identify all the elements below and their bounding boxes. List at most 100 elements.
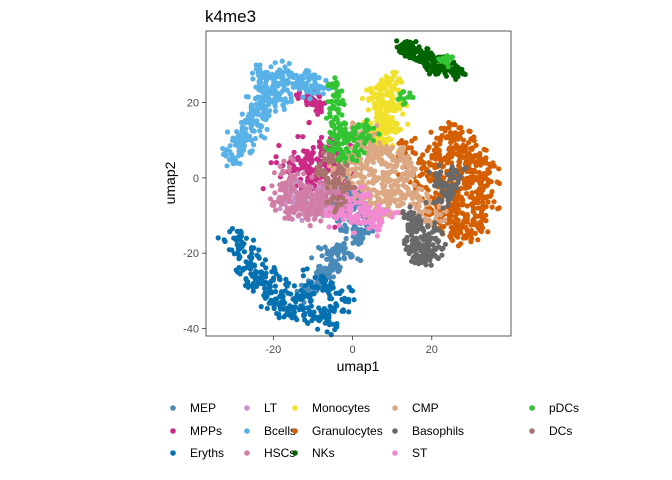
point-eryths <box>234 235 240 241</box>
point-eryths <box>302 283 308 289</box>
point-bcells <box>265 73 271 79</box>
point-hscs <box>275 198 281 204</box>
point-mpps <box>306 119 312 125</box>
point-pdcs <box>371 125 377 131</box>
point-mep <box>335 265 341 272</box>
point-cmp <box>374 189 380 195</box>
point-eryths <box>302 293 308 299</box>
point-bcells <box>239 111 245 117</box>
point-bcells <box>266 113 272 119</box>
point-cmp <box>397 197 403 203</box>
point-granulocytes <box>444 158 450 164</box>
point-basophils <box>457 173 463 179</box>
point-eryths <box>331 307 337 313</box>
point-bcells <box>277 67 283 73</box>
point-bcells <box>235 134 242 140</box>
point-st <box>352 191 358 197</box>
point-mep <box>327 266 333 272</box>
point-eryths <box>327 303 333 309</box>
legend-label: MEP <box>190 401 216 415</box>
point-eryths <box>280 295 286 301</box>
point-cmp <box>410 173 416 179</box>
point-eryths <box>351 297 357 303</box>
point-cmp <box>379 161 385 167</box>
point-bcells <box>268 64 274 70</box>
point-eryths <box>328 332 334 338</box>
point-cmp <box>395 189 401 195</box>
point-eryths <box>221 237 227 243</box>
point-granulocytes <box>466 161 472 167</box>
point-pdcs <box>341 120 347 126</box>
point-mep <box>336 256 342 262</box>
point-pdcs <box>338 153 344 159</box>
point-bcells <box>309 91 316 97</box>
legend-key <box>244 450 250 456</box>
point-bcells <box>264 93 270 99</box>
point-eryths <box>215 235 221 241</box>
point-hscs <box>277 194 283 200</box>
point-granulocytes <box>464 213 471 219</box>
y-axis-title: umap2 <box>162 161 178 204</box>
point-st <box>348 207 355 213</box>
point-cmp <box>384 144 390 150</box>
point-cmp <box>395 178 402 184</box>
point-dcs <box>324 185 331 191</box>
point-monocytes <box>383 139 389 145</box>
point-eryths <box>241 265 247 271</box>
point-mep <box>341 256 347 262</box>
point-basophils <box>442 241 448 247</box>
point-eryths <box>260 261 266 267</box>
point-eryths <box>314 284 320 290</box>
point-dcs <box>336 170 342 176</box>
point-hscs <box>289 189 295 195</box>
point-dcs <box>335 196 341 202</box>
point-bcells <box>283 78 289 84</box>
point-granulocytes <box>465 151 471 157</box>
point-granulocytes <box>471 153 477 160</box>
legend-key <box>292 405 298 411</box>
point-granulocytes <box>475 223 481 229</box>
point-basophils <box>448 196 454 202</box>
point-bcells <box>271 91 278 97</box>
point-eryths <box>267 284 273 290</box>
point-eryths <box>326 285 332 291</box>
point-monocytes <box>383 85 389 91</box>
point-hscs <box>310 192 316 198</box>
point-basophils <box>454 185 460 191</box>
point-hscs <box>301 171 307 177</box>
point-bcells <box>276 95 282 102</box>
point-cmp <box>400 201 406 207</box>
point-bcells <box>249 70 256 76</box>
point-hscs <box>272 190 278 196</box>
point-eryths <box>346 284 352 290</box>
point-pdcs <box>350 125 356 131</box>
point-granulocytes <box>472 230 478 236</box>
point-mpps <box>332 224 338 230</box>
point-bcells <box>280 74 286 80</box>
point-granulocytes <box>420 152 426 158</box>
point-basophils <box>403 246 409 252</box>
point-dcs <box>344 162 350 168</box>
point-basophils <box>408 232 414 238</box>
point-mep <box>358 240 364 246</box>
point-bcells <box>224 163 230 169</box>
point-mpps <box>295 154 301 161</box>
series-hscs <box>267 155 353 229</box>
point-cmp <box>364 185 370 191</box>
point-eryths <box>231 251 237 257</box>
point-basophils <box>415 253 422 259</box>
point-granulocytes <box>481 170 487 177</box>
point-nks <box>443 73 449 79</box>
point-basophils <box>437 179 443 185</box>
point-cmp <box>415 203 422 209</box>
point-pdcs <box>328 99 334 105</box>
point-bcells <box>294 73 300 80</box>
point-basophils <box>407 204 413 210</box>
point-granulocytes <box>439 224 445 230</box>
point-cmp <box>366 179 372 185</box>
point-hscs <box>300 204 307 210</box>
point-monocytes <box>385 130 391 136</box>
point-eryths <box>346 309 352 315</box>
point-cmp <box>438 218 444 224</box>
point-eryths <box>277 276 283 283</box>
